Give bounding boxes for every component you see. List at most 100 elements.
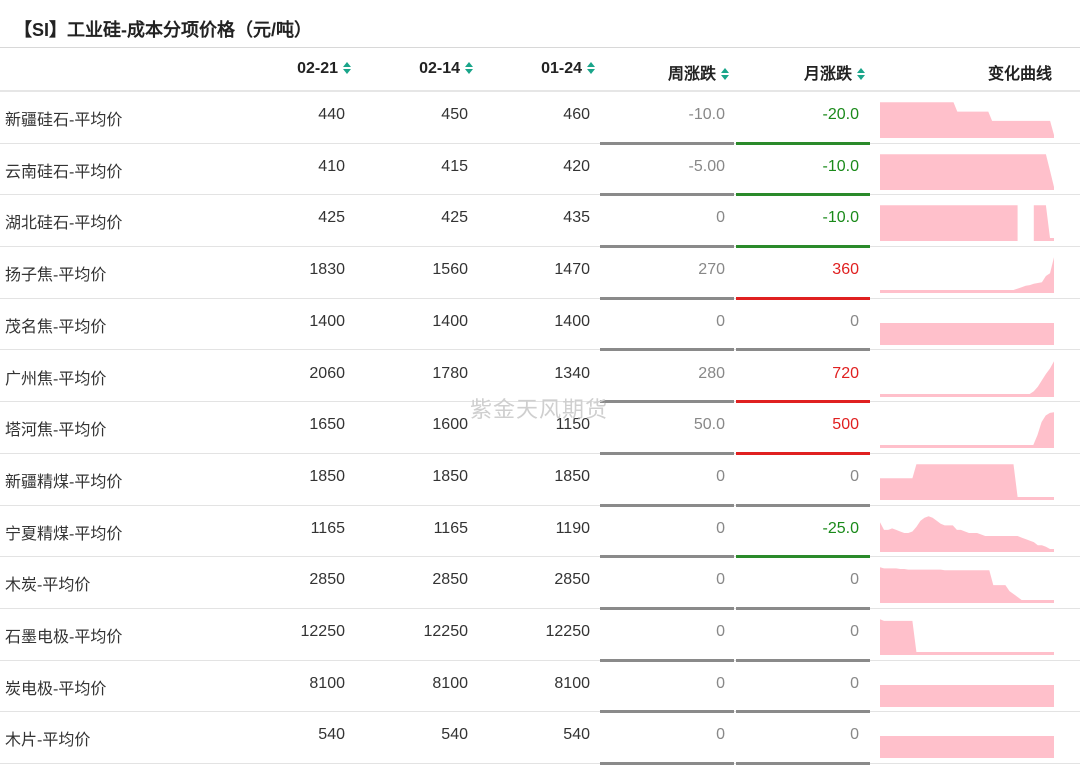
week-change: 270 (698, 261, 725, 279)
week-change-bar (600, 762, 734, 765)
month-change-bar (736, 296, 870, 300)
trend-sparkline (880, 322, 1054, 345)
value-0124: 1850 (554, 467, 590, 485)
month-change-bar (736, 141, 870, 145)
row-name: 湖北硅石-平均价 (5, 215, 123, 233)
week-change: -5.00 (688, 157, 725, 175)
sort-icon[interactable] (586, 61, 596, 75)
week-change: 280 (698, 364, 725, 382)
table-row[interactable]: 木片-平均价 540 540 540 0 0 (0, 712, 1080, 765)
header-col-0214[interactable]: 02-14 (419, 60, 474, 78)
value-0214: 2850 (432, 571, 468, 589)
row-name: 木炭-平均价 (5, 577, 91, 595)
header-label: 01-24 (541, 60, 582, 77)
value-0124: 1190 (555, 519, 590, 537)
row-name: 炭电极-平均价 (5, 680, 107, 698)
week-change-bar (600, 503, 734, 507)
sparkline-area (880, 102, 1054, 138)
header-col-0221[interactable]: 02-21 (297, 60, 352, 78)
table-row[interactable]: 宁夏精煤-平均价 1165 1165 1190 0 -25.0 (0, 506, 1080, 559)
value-0221: 440 (318, 106, 345, 123)
value-0124: 435 (563, 209, 590, 227)
week-change-bar (600, 348, 734, 352)
row-name: 新疆精煤-平均价 (5, 473, 123, 491)
value-0214: 1600 (432, 416, 468, 434)
sort-icon[interactable] (856, 67, 866, 81)
month-change: -10.0 (822, 209, 859, 227)
week-change: 0 (716, 674, 725, 692)
sparkline-area (880, 360, 1054, 397)
value-0124: 420 (563, 157, 590, 175)
table-row[interactable]: 新疆精煤-平均价 1850 1850 1850 0 0 (0, 454, 1080, 507)
week-change-bar (600, 296, 734, 300)
week-change-bar (600, 658, 734, 662)
week-change: 0 (716, 209, 725, 227)
header-col-month-change[interactable]: 月涨跌 (804, 60, 866, 84)
month-change: -25.0 (822, 519, 859, 537)
watermark: 紫金天风期货 (470, 397, 609, 422)
sparkline-area (880, 684, 1054, 707)
month-change: 360 (832, 261, 859, 279)
trend-sparkline (880, 205, 1054, 242)
value-0124: 1400 (554, 312, 590, 330)
sparkline-area (880, 322, 1054, 345)
trend-sparkline (880, 684, 1054, 707)
header-col-0124[interactable]: 01-24 (541, 60, 596, 78)
header-col-week-change[interactable]: 周涨跌 (668, 60, 730, 84)
trend-sparkline (880, 257, 1054, 294)
table-row[interactable]: 广州焦-平均价 2060 1780 1340 280 720 (0, 351, 1080, 404)
value-0214: 415 (441, 157, 468, 175)
table-row[interactable]: 木炭-平均价 2850 2850 2850 0 0 (0, 557, 1080, 610)
value-0214: 540 (441, 726, 468, 744)
value-0214: 1780 (432, 364, 468, 382)
value-0124: 1150 (555, 416, 590, 434)
sort-icon[interactable] (464, 61, 474, 75)
sparkline-area (880, 464, 1054, 500)
week-change-bar (600, 606, 734, 610)
table-row[interactable]: 石墨电极-平均价 12250 12250 12250 0 0 (0, 609, 1080, 662)
trend-sparkline (880, 567, 1054, 604)
table-row[interactable]: 塔河焦-平均价 1650 1600 1150 50.0 500 (0, 402, 1080, 455)
header-label: 变化曲线 (987, 66, 1052, 83)
table-row[interactable]: 新疆硅石-平均价 440 450 460 -10.0 -20.0 (0, 92, 1080, 145)
month-change: 0 (850, 467, 859, 485)
table-row[interactable]: 扬子焦-平均价 1830 1560 1470 270 360 (0, 247, 1080, 300)
month-change-bar (736, 193, 870, 197)
week-change: 0 (716, 467, 725, 485)
header-col-trend: 变化曲线 (988, 60, 1052, 84)
sparkline-area (880, 515, 1054, 552)
value-0221: 1165 (310, 519, 345, 537)
trend-sparkline (880, 360, 1054, 397)
table-header: 02-21 02-14 01-24 周涨跌 月涨跌 变化曲线 (0, 48, 1080, 92)
table-row[interactable]: 湖北硅石-平均价 425 425 435 0 -10.0 (0, 195, 1080, 249)
sparkline-area (880, 257, 1054, 294)
sparkline-area (880, 619, 1054, 655)
month-change: -20.0 (822, 106, 859, 123)
week-change: 0 (716, 726, 725, 744)
month-change: 0 (850, 674, 859, 692)
week-change-bar (600, 193, 734, 197)
sparkline-area (880, 736, 1054, 759)
header-label: 02-14 (419, 60, 460, 77)
sort-icon[interactable] (720, 67, 730, 81)
week-change: 0 (716, 571, 725, 589)
table-row[interactable]: 茂名焦-平均价 1400 1400 1400 0 0 (0, 299, 1080, 352)
row-name: 宁夏精煤-平均价 (5, 525, 123, 543)
month-change: 0 (850, 312, 859, 330)
month-change-bar (736, 245, 870, 249)
sort-icon[interactable] (342, 61, 352, 75)
table-row[interactable]: 炭电极-平均价 8100 8100 8100 0 0 (0, 661, 1080, 714)
value-0221: 2850 (309, 571, 345, 589)
value-0221: 12250 (300, 623, 346, 640)
month-change-bar (736, 555, 870, 559)
sparkline-area (1033, 205, 1054, 242)
month-change: 720 (832, 364, 859, 382)
month-change: 0 (850, 623, 859, 640)
trend-sparkline (880, 153, 1054, 190)
week-change-bar (600, 451, 734, 455)
value-0221: 2060 (309, 364, 345, 382)
row-name: 云南硅石-平均价 (5, 163, 123, 181)
title-bar: 【SI】工业硅-成本分项价格（元/吨） (0, 0, 1080, 48)
value-0221: 540 (318, 726, 345, 744)
table-row[interactable]: 云南硅石-平均价 410 415 420 -5.00 -10.0 (0, 144, 1080, 197)
